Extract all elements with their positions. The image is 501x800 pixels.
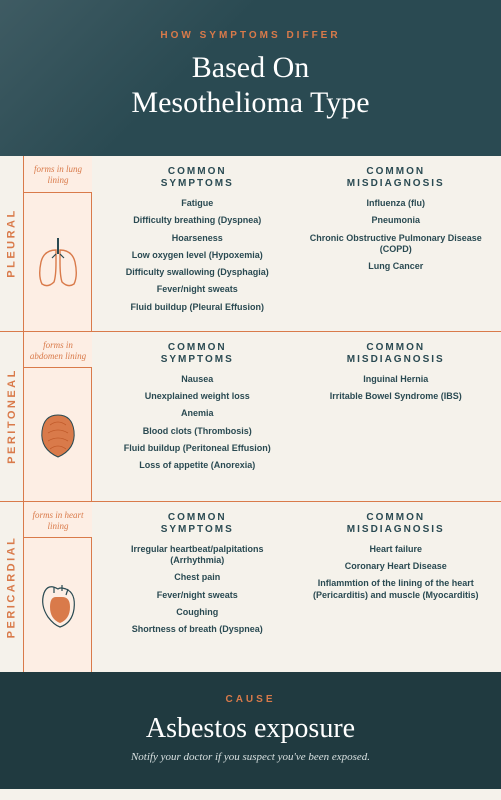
header-eyebrow: HOW SYMPTOMS DIFFER: [20, 30, 481, 41]
lungs-icon: [34, 236, 82, 288]
misdiagnosis-item: Coronary Heart Disease: [297, 561, 496, 572]
symptom-item: Coughing: [98, 607, 297, 618]
misdiagnosis-column: COMMONMISDIAGNOSIS Influenza (flu) Pneumon…: [297, 166, 496, 319]
title-line-1: Based On: [192, 51, 309, 84]
symptom-item: Hoarseness: [98, 233, 297, 244]
symptom-item: Shortness of breath (Dyspnea): [98, 624, 297, 635]
symptom-item: Difficulty swallowing (Dysphagia): [98, 267, 297, 278]
type-label-text: PERICARDIAL: [6, 535, 18, 638]
misdiagnosis-heading: COMMONMISDIAGNOSIS: [297, 512, 496, 536]
symptom-item: Irregular heartbeat/palpitations (Arrhyt…: [98, 544, 297, 567]
organ-icon-box: [24, 193, 92, 331]
misdiagnosis-heading: COMMONMISDIAGNOSIS: [297, 342, 496, 366]
misdiagnosis-item: Chronic Obstructive Pulmonary Disease (C…: [297, 233, 496, 256]
header-title: Based On Mesothelioma Type: [20, 51, 481, 120]
type-row: PERITONEAL forms in abdomen liningCOMMONS…: [0, 332, 501, 502]
symptom-item: Fatigue: [98, 198, 297, 209]
symptoms-column: COMMONSYMPTOMS Nausea Unexplained weight l…: [98, 342, 297, 489]
symptom-item: Difficulty breathing (Dyspnea): [98, 215, 297, 226]
type-row: PERICARDIAL forms in heart liningCOMMONSY…: [0, 502, 501, 672]
forms-in-text: forms in heart lining: [24, 502, 92, 539]
symptom-item: Fluid buildup (Pleural Effusion): [98, 302, 297, 313]
symptoms-heading: COMMONSYMPTOMS: [98, 512, 297, 536]
misdiagnosis-column: COMMONMISDIAGNOSIS Inguinal Hernia Irritab…: [297, 342, 496, 489]
symptoms-heading: COMMONSYMPTOMS: [98, 166, 297, 190]
misdiagnosis-item: Heart failure: [297, 544, 496, 555]
type-label-vertical: PERITONEAL: [0, 332, 24, 501]
symptom-item: Blood clots (Thrombosis): [98, 426, 297, 437]
misdiagnosis-column: COMMONMISDIAGNOSIS Heart failure Coronary …: [297, 512, 496, 660]
symptom-item: Loss of appetite (Anorexia): [98, 460, 297, 471]
misdiagnosis-item: Influenza (flu): [297, 198, 496, 209]
forms-in-text: forms in abdomen lining: [24, 332, 92, 369]
abdomen-icon: [34, 409, 82, 461]
type-row: PLEURAL forms in lung liningCOMMONSYMPTOM…: [0, 156, 501, 332]
misdiagnosis-item: Irritable Bowel Syndrome (IBS): [297, 391, 496, 402]
symptom-item: Fever/night sweats: [98, 284, 297, 295]
symptom-item: Fluid buildup (Peritoneal Effusion): [98, 443, 297, 454]
organ-icon-box: [24, 538, 92, 671]
header-banner: HOW SYMPTOMS DIFFER Based On Mesotheliom…: [0, 0, 501, 156]
symptoms-heading: COMMONSYMPTOMS: [98, 342, 297, 366]
misdiagnosis-heading: COMMONMISDIAGNOSIS: [297, 166, 496, 190]
symptom-item: Low oxygen level (Hypoxemia): [98, 250, 297, 261]
symptom-item: Chest pain: [98, 572, 297, 583]
misdiagnosis-item: Inguinal Hernia: [297, 374, 496, 385]
misdiagnosis-item: Pneumonia: [297, 215, 496, 226]
type-label-vertical: PERICARDIAL: [0, 502, 24, 672]
heart-icon: [34, 579, 82, 631]
type-label-text: PLEURAL: [6, 209, 18, 278]
type-sections: PLEURALforms in lung liningCOMMONSYMPTOM…: [0, 156, 501, 672]
symptoms-column: COMMONSYMPTOMS Irregular heartbeat/palpit…: [98, 512, 297, 660]
symptom-item: Nausea: [98, 374, 297, 385]
forms-in-text: forms in lung lining: [24, 156, 92, 193]
symptom-item: Anemia: [98, 408, 297, 419]
footer-banner: CAUSE Asbestos exposure Notify your doct…: [0, 672, 501, 789]
misdiagnosis-item: Inflammtion of the lining of the heart (…: [297, 578, 496, 601]
symptom-item: Unexplained weight loss: [98, 391, 297, 402]
type-label-text: PERITONEAL: [6, 368, 18, 464]
organ-icon-box: [24, 368, 92, 500]
symptoms-column: COMMONSYMPTOMS Fatigue Difficulty breathin…: [98, 166, 297, 319]
footer-note: Notify your doctor if you suspect you've…: [16, 751, 485, 763]
misdiagnosis-item: Lung Cancer: [297, 261, 496, 272]
type-label-vertical: PLEURAL: [0, 156, 24, 331]
title-line-2: Mesothelioma Type: [131, 86, 369, 119]
footer-title: Asbestos exposure: [16, 713, 485, 745]
symptom-item: Fever/night sweats: [98, 590, 297, 601]
footer-eyebrow: CAUSE: [16, 694, 485, 705]
